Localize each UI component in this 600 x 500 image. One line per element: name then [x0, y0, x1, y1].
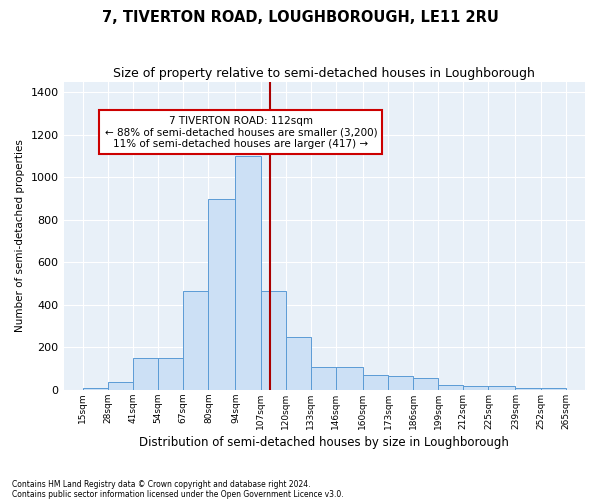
- Bar: [311, 366, 336, 390]
- Text: 7 TIVERTON ROAD: 112sqm
← 88% of semi-detached houses are smaller (3,200)
11% of: 7 TIVERTON ROAD: 112sqm ← 88% of semi-de…: [104, 116, 377, 149]
- Bar: [260, 291, 286, 390]
- Bar: [541, 388, 566, 390]
- Y-axis label: Number of semi-detached properties: Number of semi-detached properties: [15, 140, 25, 332]
- Bar: [133, 358, 158, 390]
- Bar: [388, 376, 413, 390]
- Bar: [286, 337, 311, 390]
- Bar: [235, 156, 260, 390]
- Title: Size of property relative to semi-detached houses in Loughborough: Size of property relative to semi-detach…: [113, 68, 535, 80]
- Bar: [158, 358, 183, 390]
- Bar: [515, 388, 541, 390]
- Text: Contains HM Land Registry data © Crown copyright and database right 2024.
Contai: Contains HM Land Registry data © Crown c…: [12, 480, 344, 499]
- Bar: [208, 198, 235, 390]
- Bar: [413, 378, 438, 390]
- Text: 7, TIVERTON ROAD, LOUGHBOROUGH, LE11 2RU: 7, TIVERTON ROAD, LOUGHBOROUGH, LE11 2RU: [101, 10, 499, 25]
- Bar: [336, 366, 363, 390]
- Bar: [183, 291, 208, 390]
- Bar: [83, 388, 108, 390]
- Bar: [488, 386, 515, 390]
- Bar: [438, 384, 463, 390]
- Bar: [108, 382, 133, 390]
- Bar: [463, 386, 488, 390]
- X-axis label: Distribution of semi-detached houses by size in Loughborough: Distribution of semi-detached houses by …: [139, 436, 509, 449]
- Bar: [363, 375, 388, 390]
